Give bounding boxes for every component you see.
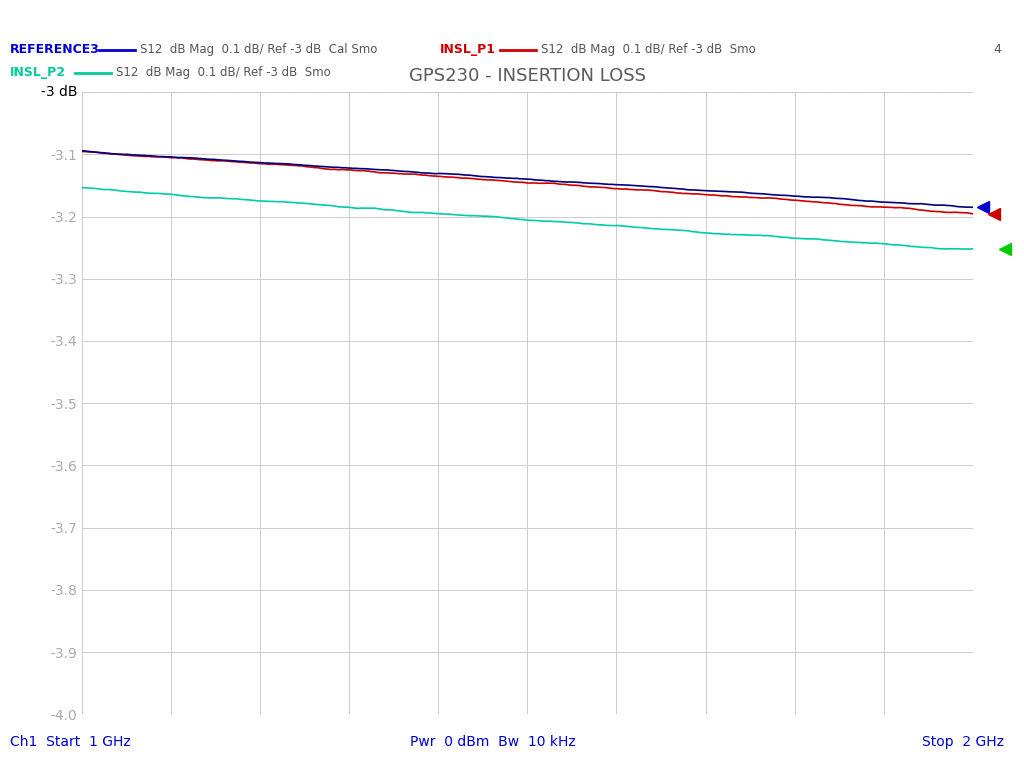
Text: S12  dB Mag  0.1 dB/ Ref -3 dB  Cal Smo: S12 dB Mag 0.1 dB/ Ref -3 dB Cal Smo <box>140 44 378 56</box>
Text: S12  dB Mag  0.1 dB/ Ref -3 dB  Smo: S12 dB Mag 0.1 dB/ Ref -3 dB Smo <box>541 44 756 56</box>
Text: Stop  2 GHz: Stop 2 GHz <box>922 735 1004 749</box>
Text: S12  dB Mag  0.1 dB/ Ref -3 dB  Smo: S12 dB Mag 0.1 dB/ Ref -3 dB Smo <box>116 67 331 79</box>
Text: 4: 4 <box>993 44 1001 56</box>
Title: GPS230 - INSERTION LOSS: GPS230 - INSERTION LOSS <box>409 67 646 85</box>
Text: -3 dB: -3 dB <box>41 85 78 99</box>
Text: REFERENCE3: REFERENCE3 <box>10 44 100 56</box>
Text: INSL_P1: INSL_P1 <box>440 44 497 56</box>
Text: INSL_P2: INSL_P2 <box>10 67 67 79</box>
Text: Ch1  Start  1 GHz: Ch1 Start 1 GHz <box>10 735 131 749</box>
Text: Pwr  0 dBm  Bw  10 kHz: Pwr 0 dBm Bw 10 kHz <box>410 735 575 749</box>
